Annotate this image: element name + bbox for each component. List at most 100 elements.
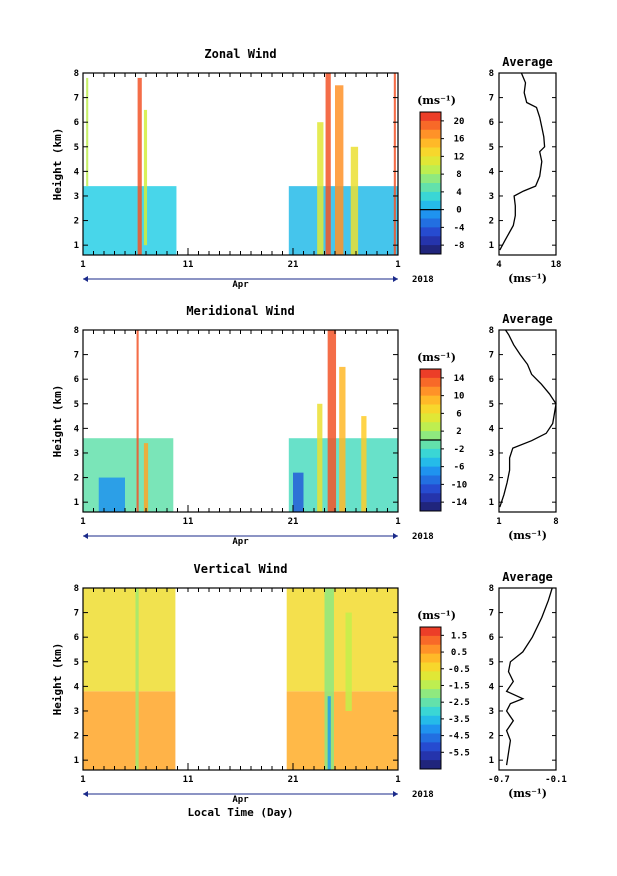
x-tick-label: 1	[395, 775, 400, 785]
profile-y-tick-label: 1	[489, 498, 494, 508]
colorbar-tick-label: -2.5	[448, 698, 470, 708]
colorbar-swatch	[420, 706, 441, 717]
profile-frame	[498, 329, 557, 513]
x-tick-label: 11	[183, 260, 194, 270]
colorbar-tick-label: -8	[454, 241, 465, 251]
colorbar-tick-label: 8	[456, 170, 461, 180]
y-tick-label: 1	[74, 756, 79, 766]
heatmap-cell	[335, 85, 344, 255]
heatmap-cell	[361, 416, 367, 512]
profile-y-tick-label: 3	[489, 449, 494, 459]
colorbar-tick-label: -1.5	[448, 681, 470, 691]
month-axis-arrow	[393, 791, 398, 797]
year-label: 2018	[412, 532, 434, 542]
colorbar-unit: (ms⁻¹)	[417, 609, 456, 622]
colorbar-swatch	[420, 751, 441, 761]
y-axis-label: Height (km)	[51, 128, 64, 201]
colorbar-swatch	[420, 377, 441, 388]
colorbar-swatch	[420, 493, 441, 503]
profile-title: Average	[502, 55, 553, 69]
profile-x-label: (ms⁻¹)	[508, 787, 547, 800]
y-tick-label: 8	[74, 584, 79, 594]
heatmap-cell	[324, 588, 334, 770]
x-tick-label: 11	[183, 775, 194, 785]
y-tick-label: 4	[74, 682, 80, 692]
x-tick-label: 11	[183, 517, 194, 527]
profile-title: Average	[502, 570, 553, 584]
y-tick-label: 7	[74, 609, 79, 619]
profile-frame	[498, 587, 557, 771]
colorbar-swatch	[420, 174, 441, 184]
colorbar-swatch	[420, 466, 441, 476]
colorbar-swatch	[420, 698, 441, 708]
colorbar-swatch	[420, 404, 441, 414]
y-tick-label: 5	[74, 400, 79, 410]
profile-y-tick-label: 8	[489, 326, 494, 336]
colorbar-tick-label: -14	[451, 498, 468, 508]
colorbar-swatch	[420, 120, 441, 131]
heatmap-cell	[393, 73, 396, 255]
profile-y-tick-label: 3	[489, 707, 494, 717]
heatmap-cell	[317, 403, 323, 512]
y-tick-label: 8	[74, 69, 79, 79]
colorbar-swatch	[420, 413, 441, 423]
month-axis-arrow	[393, 533, 398, 539]
colorbar-swatch	[420, 742, 441, 752]
colorbar-swatch	[420, 386, 441, 397]
colorbar-swatch	[420, 183, 441, 193]
colorbar-tick-label: -3.5	[448, 715, 470, 725]
colorbar-swatch	[420, 138, 441, 148]
colorbar-swatch	[420, 369, 441, 379]
month-axis-arrow	[83, 533, 88, 539]
colorbar-unit: (ms⁻¹)	[417, 351, 456, 364]
heatmap-cell	[98, 477, 125, 512]
month-label: Apr	[232, 537, 249, 547]
heatmap-cell	[137, 77, 142, 256]
colorbar-swatch	[420, 218, 441, 228]
colorbar-swatch	[420, 236, 441, 246]
colorbar-tick-label: 16	[454, 135, 465, 145]
heatmap-cell	[286, 588, 398, 692]
colorbar-tick-label: -4	[454, 223, 465, 233]
x-tick-label: 1	[80, 260, 85, 270]
colorbar-swatch	[420, 671, 441, 681]
year-label: 2018	[412, 790, 434, 800]
y-tick-label: 5	[74, 658, 79, 668]
month-axis-arrow	[83, 791, 88, 797]
colorbar-tick-label: -6	[454, 463, 465, 473]
x-tick-label: 1	[80, 517, 85, 527]
x-tick-label: 1	[395, 517, 400, 527]
profile-x-tick-label: 4	[496, 260, 502, 270]
profile-y-tick-label: 3	[489, 192, 494, 202]
y-axis-label: Height (km)	[51, 643, 64, 716]
profile-x-label: (ms⁻¹)	[508, 529, 547, 542]
colorbar-swatch	[420, 395, 441, 405]
colorbar-tick-label: 4	[456, 188, 462, 198]
y-tick-label: 6	[74, 375, 79, 385]
colorbar-swatch	[420, 662, 441, 672]
profile-x-tick-label: 8	[553, 517, 558, 527]
profile-y-tick-label: 1	[489, 756, 494, 766]
y-tick-label: 2	[74, 732, 79, 742]
heatmap-cell	[86, 77, 89, 187]
colorbar-tick-label: -2	[454, 445, 465, 455]
profile-y-tick-label: 8	[489, 584, 494, 594]
profile-y-tick-label: 2	[489, 474, 494, 484]
y-axis-label: Height (km)	[51, 385, 64, 458]
colorbar-swatch	[420, 200, 441, 211]
month-axis-arrow	[393, 276, 398, 282]
heatmap-cell	[83, 691, 176, 770]
profile-line	[499, 72, 546, 251]
x-tick-label: 1	[80, 775, 85, 785]
profile-x-label: (ms⁻¹)	[508, 272, 547, 285]
colorbar-tick-label: 12	[454, 152, 465, 162]
heatmap-cell	[83, 588, 176, 692]
colorbar-swatch	[420, 448, 441, 459]
y-tick-label: 3	[74, 707, 79, 717]
heatmap-cell	[143, 443, 149, 512]
y-tick-label: 2	[74, 474, 79, 484]
y-tick-label: 3	[74, 449, 79, 459]
month-axis-arrow	[83, 276, 88, 282]
heatmap-cell	[325, 73, 331, 255]
profile-x-tick-label: -0.1	[545, 775, 567, 785]
